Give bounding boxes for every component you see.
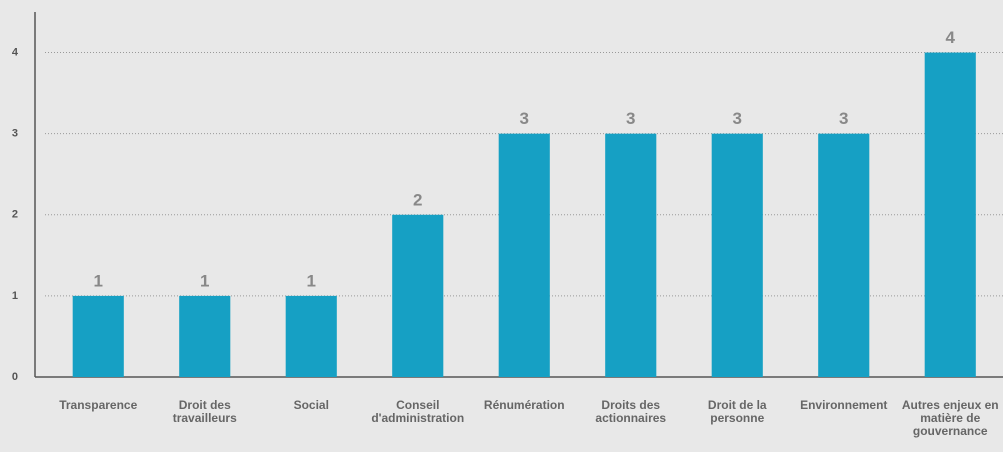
x-tick-label: Social xyxy=(293,398,329,412)
data-label: 1 xyxy=(307,271,316,290)
bar xyxy=(818,133,870,377)
data-label: 3 xyxy=(839,109,848,128)
bar xyxy=(605,133,657,377)
bar xyxy=(498,133,550,377)
data-label: 3 xyxy=(626,109,635,128)
y-tick-label: 0 xyxy=(12,371,18,383)
data-label: 1 xyxy=(200,271,209,290)
x-tick-label: Droit de la personne xyxy=(707,398,767,425)
y-tick-label: 3 xyxy=(12,128,18,140)
bar xyxy=(392,214,444,377)
bar xyxy=(924,52,976,378)
data-label: 4 xyxy=(946,28,956,47)
x-tick-label: Autres enjeux en matière de gouvernance xyxy=(901,398,999,438)
bar xyxy=(285,295,337,377)
data-label: 2 xyxy=(413,190,422,209)
data-label: 3 xyxy=(520,109,529,128)
x-tick-label: Transparence xyxy=(59,398,138,412)
x-tick-label: Conseil d'administration xyxy=(371,398,465,425)
y-tick-label: 2 xyxy=(12,209,18,221)
x-tick-label: Droits des actionnaires xyxy=(595,398,667,425)
y-tick-label: 1 xyxy=(12,290,18,302)
data-label: 1 xyxy=(94,271,103,290)
bar xyxy=(72,295,124,377)
x-tick-label: Droit des travailleurs xyxy=(172,398,237,425)
data-label: 3 xyxy=(733,109,742,128)
bar xyxy=(711,133,763,377)
x-tick-label: Rénumération xyxy=(483,398,565,412)
y-tick-label: 4 xyxy=(12,46,19,58)
bar xyxy=(179,295,231,377)
x-tick-label: Environnement xyxy=(800,398,888,412)
